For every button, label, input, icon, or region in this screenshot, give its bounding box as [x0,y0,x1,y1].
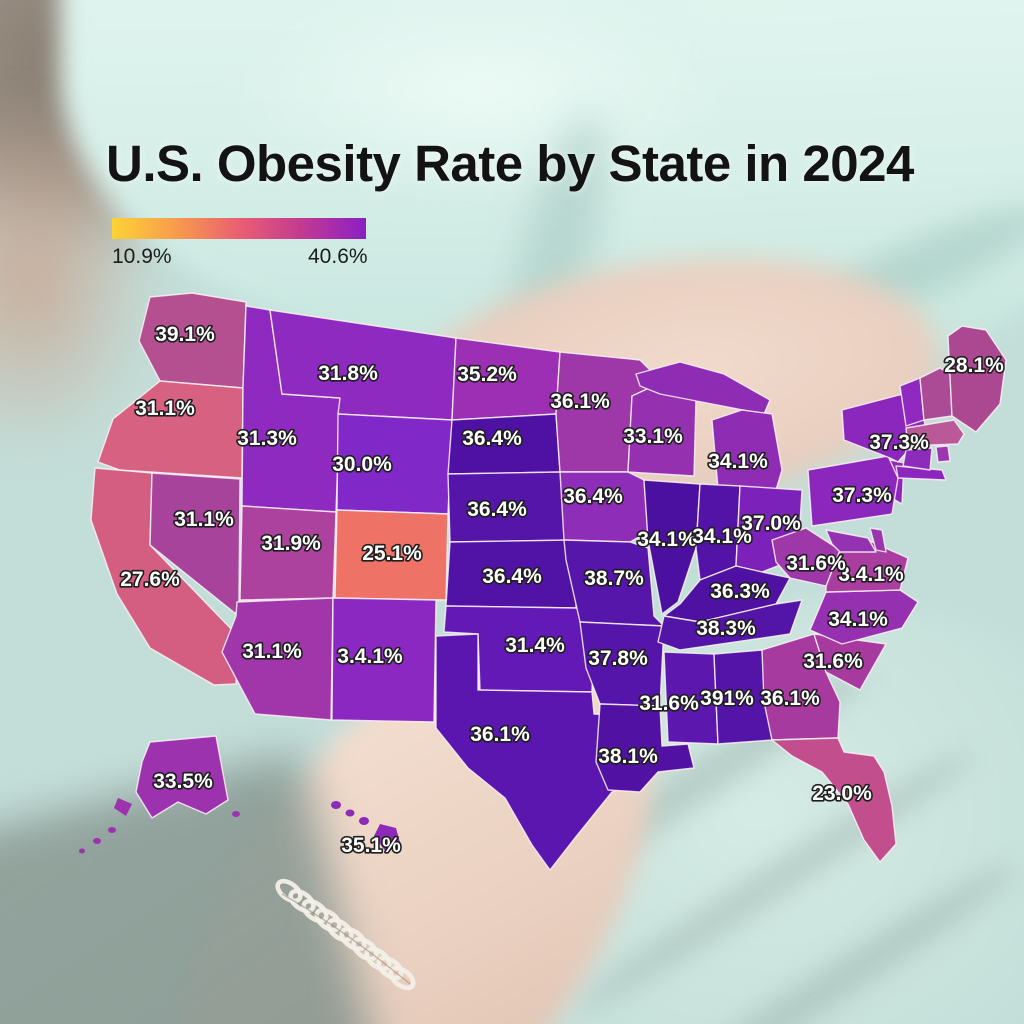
state-mo [563,539,665,627]
state-fl [771,737,897,863]
state-hi-island [374,824,401,852]
state-tn [657,599,803,651]
legend-min-label: 10.9% [112,245,172,268]
value-label-mn: 36.1% [550,390,610,413]
page-title: U.S. Obesity Rate by State in 2024 [106,135,914,192]
value-label-in: 34.1% [692,525,752,548]
state-de [869,527,887,553]
state-or [97,380,244,479]
value-label-ut: 31.9% [261,532,321,555]
state-ma [905,419,965,447]
value-label-il: 34.1% [637,528,697,551]
value-label-tx: 36.1% [470,723,530,746]
state-la [595,703,695,793]
value-label-ar: 37.8% [588,647,648,670]
state-ak [135,735,229,819]
value-label-fl: 23.0% [812,782,872,805]
state-md [825,529,877,553]
state-hi-island [345,809,355,817]
value-label-sc: 31.6% [803,650,863,673]
value-label-tn: 38.3% [696,617,756,640]
value-label-ga: 36.1% [760,687,820,710]
value-label-wv: 31.6% [786,552,846,575]
state-shapes [79,292,1007,871]
value-label-ne: 36.4% [467,498,527,521]
state-ak-islands [108,827,116,833]
value-label-me: 28.1% [944,354,1004,377]
state-sc [813,633,887,691]
value-label-oh: 37.0% [741,512,801,535]
value-label-al: 391% [700,687,754,710]
value-label-co: 25.1% [362,542,422,565]
state-ri [935,445,951,463]
value-label-nc: 34.1% [828,608,888,631]
value-label-wy: 30.0% [332,453,392,476]
value-label-id: 31.3% [237,427,297,450]
value-label-wa: 39.1% [155,323,215,346]
value-label-ks: 36.4% [482,565,542,588]
value-label-ca: 27.6% [120,568,180,591]
state-me [947,325,1007,433]
value-label-ia: 36.4% [563,485,623,508]
state-hi-island [359,817,369,825]
state-hi-island [331,801,341,809]
state-ak-islands [93,838,101,844]
value-label-ak: 33.5% [153,770,213,793]
value-label-mt: 31.8% [318,362,378,385]
value-label-nm: 3.4.1% [337,645,403,668]
value-label-or: 31.1% [135,397,195,420]
legend-gradient-bar [112,218,366,239]
value-label-ok: 31.4% [505,634,565,657]
legend-max-label: 40.6% [308,245,368,268]
value-label-pa: 37.3% [832,484,892,507]
value-label-sd: 36.4% [462,427,522,450]
value-label-ms: 31.6% [639,692,699,715]
bracelet-chain [275,878,416,991]
value-label-az: 31.1% [242,640,302,663]
value-label-va: 3.4.1% [838,563,904,586]
state-tx [435,633,644,871]
state-nm [331,597,437,723]
state-ak-islands [79,848,85,854]
state-ct [902,447,933,471]
value-label-la: 38.1% [598,745,658,768]
value-label-hi: 35.1% [341,834,401,857]
value-label-ny: 37.3% [869,431,929,454]
value-label-nv: 31.1% [174,508,234,531]
state-ak-islands [114,798,132,816]
state-value-labels: 39.1% 31.1% 27.6% 31.1% 31.3% 31.8% 30.0… [119,321,1006,858]
state-ak-islands [232,811,240,817]
value-label-mo: 38.7% [584,567,644,590]
value-label-nd: 35.2% [457,363,517,386]
state-wv [771,527,841,587]
value-label-mi: 34.1% [708,450,768,473]
state-pa [807,455,899,527]
value-label-ky: 36.3% [710,580,770,603]
value-label-wi: 33.1% [623,425,683,448]
